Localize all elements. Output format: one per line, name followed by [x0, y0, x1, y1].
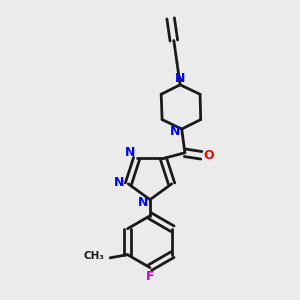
Text: O: O [203, 149, 214, 162]
Text: CH₃: CH₃ [83, 251, 104, 261]
Text: N: N [175, 72, 185, 85]
Text: N: N [114, 176, 125, 189]
Text: N: N [138, 196, 148, 209]
Text: N: N [170, 125, 181, 138]
Text: N: N [125, 146, 136, 159]
Text: F: F [146, 270, 154, 283]
